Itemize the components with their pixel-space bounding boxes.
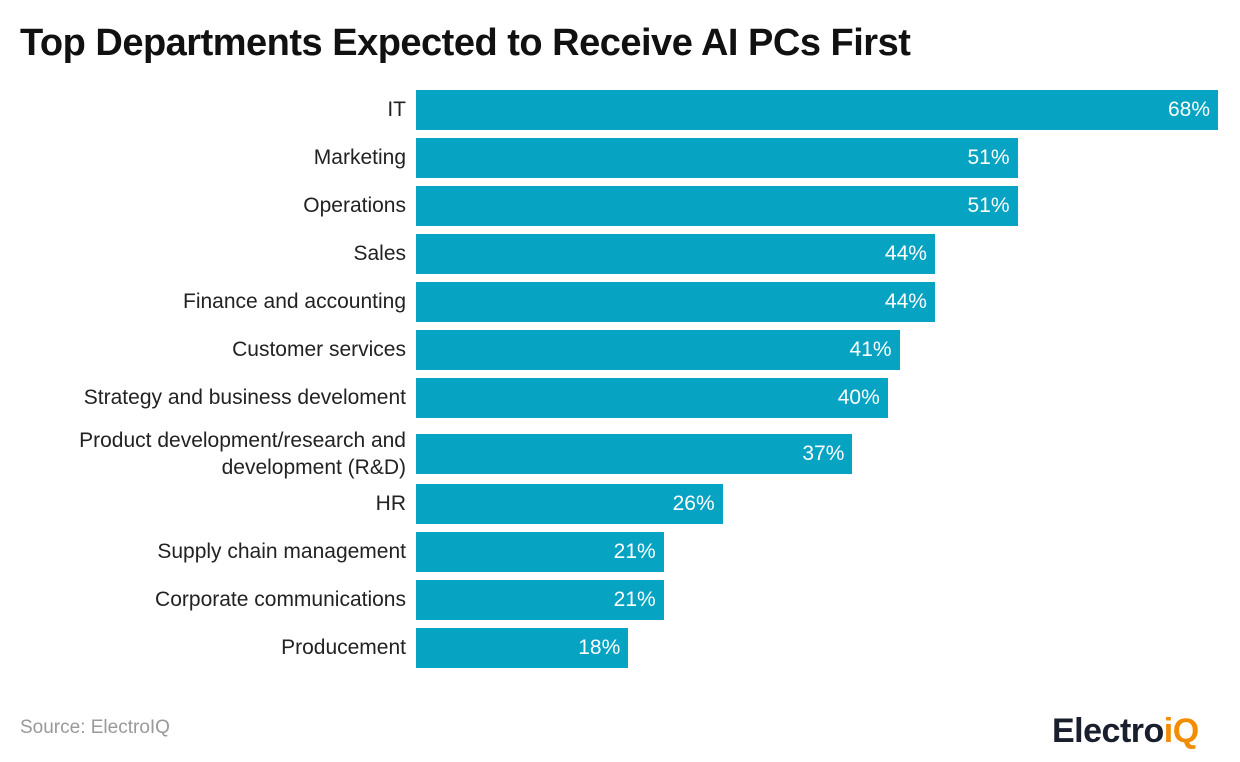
bar — [416, 282, 935, 322]
data-label: 51% — [967, 194, 1010, 217]
category-label: Marketing — [313, 146, 406, 169]
category-label: Corporate communications — [155, 588, 406, 611]
category-label: Supply chain management — [157, 540, 406, 563]
chart-title: Top Departments Expected to Receive AI P… — [20, 22, 911, 64]
data-label: 21% — [613, 588, 656, 611]
category-label: Product development/research and develop… — [79, 429, 406, 479]
category-label: Strategy and business develoment — [83, 386, 406, 409]
data-label: 68% — [1167, 98, 1210, 121]
data-label: 51% — [967, 146, 1010, 169]
data-label: 41% — [849, 338, 892, 361]
category-label: Customer services — [232, 338, 406, 361]
logo-accent-text: iQ — [1163, 712, 1199, 750]
bar — [416, 138, 1018, 178]
bar — [416, 234, 935, 274]
electroiq-logo: ElectroiQ — [1052, 712, 1199, 751]
category-label: IT — [387, 98, 406, 121]
bar — [416, 484, 723, 524]
data-label: 44% — [884, 242, 927, 265]
category-label: Operations — [303, 194, 406, 217]
bar — [416, 434, 853, 474]
bar — [416, 532, 664, 572]
logo-main-text: Electro — [1052, 712, 1164, 750]
data-label: 26% — [672, 492, 715, 515]
bar — [416, 330, 900, 370]
bar — [416, 628, 629, 668]
category-label: HR — [375, 492, 406, 515]
category-label: Producement — [281, 636, 406, 659]
data-label: 21% — [613, 540, 656, 563]
source-note: Source: ElectroIQ — [20, 717, 170, 738]
bar — [416, 378, 888, 418]
category-label: Finance and accounting — [183, 290, 406, 313]
bar — [416, 580, 664, 620]
bar — [416, 186, 1018, 226]
data-label: 18% — [578, 636, 621, 659]
bar — [416, 90, 1218, 130]
data-label: 44% — [884, 290, 927, 313]
category-label: Sales — [353, 242, 406, 265]
data-label: 40% — [837, 386, 880, 409]
data-label: 37% — [802, 442, 845, 465]
